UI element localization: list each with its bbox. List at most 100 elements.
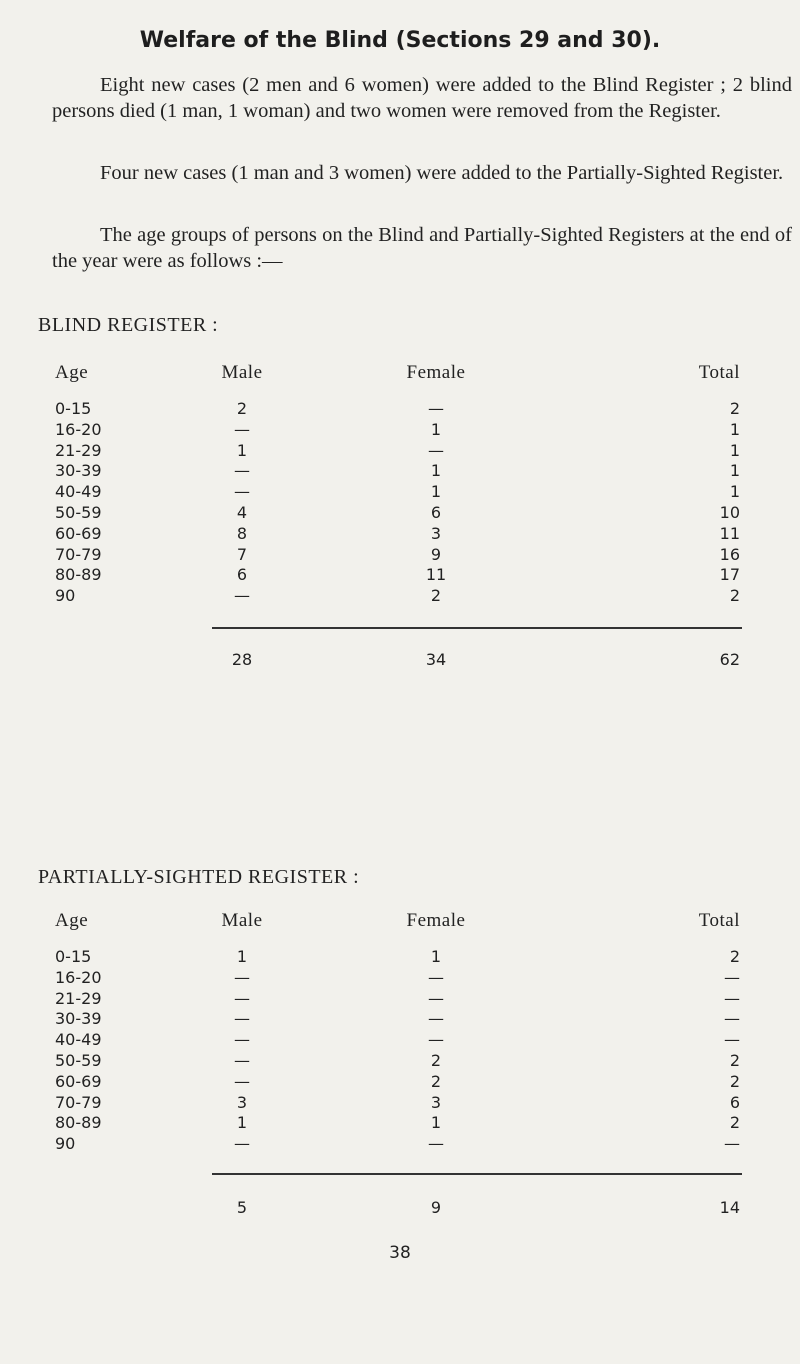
cell-male: — xyxy=(234,419,250,439)
table-row: 30-39 — 1 1 xyxy=(0,461,800,482)
page-title: Welfare of the Blind (Sections 29 and 30… xyxy=(139,28,661,53)
cell-male: — xyxy=(234,586,250,606)
cell-male: — xyxy=(234,461,250,481)
column-header-female: Female xyxy=(406,362,466,383)
cell-age: 30-39 xyxy=(55,461,102,481)
cell-male: — xyxy=(234,1050,250,1070)
table-row: 40-49 — 1 1 xyxy=(0,482,800,503)
cell-total: 2 xyxy=(729,1113,740,1133)
cell-male: 4 xyxy=(236,502,248,522)
cell-total: 2 xyxy=(729,1050,740,1070)
cell-male: 1 xyxy=(236,1113,248,1133)
table-row: 16-20 — — — xyxy=(0,968,800,989)
blind-totals-row: 28 34 62 xyxy=(0,650,800,672)
cell-female: 3 xyxy=(430,1092,442,1112)
cell-female: — xyxy=(428,1134,444,1154)
cell-total: 1 xyxy=(729,419,740,439)
cell-female: — xyxy=(428,1009,444,1029)
cell-total: — xyxy=(724,967,740,987)
blind-register-heading: BLIND REGISTER : xyxy=(38,314,219,336)
column-header-age: Age xyxy=(55,910,89,931)
total-male: 5 xyxy=(236,1198,248,1217)
cell-age: 60-69 xyxy=(55,1071,102,1091)
table-row: 80-89 1 1 2 xyxy=(0,1113,800,1134)
cell-male: — xyxy=(234,482,250,502)
cell-female: 11 xyxy=(425,565,447,585)
cell-total: — xyxy=(724,1030,740,1050)
total-male: 28 xyxy=(231,650,253,669)
cell-age: 0-15 xyxy=(55,399,92,418)
table-row: 70-79 7 9 16 xyxy=(0,545,800,566)
cell-age: 80-89 xyxy=(55,1113,102,1133)
cell-total: 2 xyxy=(729,399,740,418)
table-row: 60-69 — 2 2 xyxy=(0,1072,800,1093)
partial-total-rule xyxy=(212,1173,742,1175)
cell-total: 2 xyxy=(729,586,740,606)
blind-total-rule xyxy=(212,627,742,629)
cell-age: 50-59 xyxy=(55,1050,102,1070)
total-female: 9 xyxy=(430,1198,442,1217)
cell-age: 70-79 xyxy=(55,544,102,564)
table-row: 60-69 8 3 11 xyxy=(0,524,800,545)
cell-total: 2 xyxy=(729,947,740,966)
table-row: 50-59 4 6 10 xyxy=(0,503,800,524)
cell-male: 3 xyxy=(236,1092,248,1112)
cell-male: 8 xyxy=(236,523,248,543)
cell-total: 1 xyxy=(729,461,740,481)
total-total: 14 xyxy=(719,1198,740,1217)
cell-total: — xyxy=(724,1009,740,1029)
table-row: 80-89 6 11 17 xyxy=(0,565,800,586)
partial-totals-row: 5 9 14 xyxy=(0,1198,800,1220)
cell-female: — xyxy=(428,967,444,987)
cell-male: 1 xyxy=(236,947,248,966)
cell-female: 1 xyxy=(430,1113,442,1133)
cell-age: 16-20 xyxy=(55,967,102,987)
cell-age: 21-29 xyxy=(55,988,102,1008)
cell-age: 0-15 xyxy=(55,947,92,966)
cell-total: 11 xyxy=(719,523,740,543)
blind-register-table: Age Male Female Total 0-15 2—2 16-20—1 1 21-29 1—… xyxy=(0,362,800,607)
cell-female: 2 xyxy=(430,1071,442,1091)
cell-age: 70-79 xyxy=(55,1092,102,1112)
cell-male: — xyxy=(234,1009,250,1029)
cell-female: 1 xyxy=(430,419,442,439)
cell-female: — xyxy=(428,988,444,1008)
table-row: 30-39 — — — xyxy=(0,1009,800,1030)
cell-age: 60-69 xyxy=(55,523,102,543)
cell-age: 40-49 xyxy=(55,482,102,502)
column-header-total: Total xyxy=(698,362,740,383)
cell-female: 1 xyxy=(430,947,442,966)
cell-age: 90 xyxy=(55,1134,76,1154)
total-total: 62 xyxy=(719,650,740,669)
cell-total: 16 xyxy=(719,544,740,564)
cell-total: 6 xyxy=(729,1092,740,1112)
cell-female: 2 xyxy=(430,1050,442,1070)
table-row: 21-29 — — — xyxy=(0,989,800,1010)
paragraph-partial-changes: Four new cases (1 man and 3 women) were … xyxy=(100,162,784,184)
cell-female: 1 xyxy=(430,482,442,502)
cell-female: 9 xyxy=(430,544,442,564)
cell-total: — xyxy=(724,988,740,1008)
cell-female: 3 xyxy=(430,523,442,543)
column-header-male: Male xyxy=(221,910,263,931)
table-row: 16-20 — 1 1 xyxy=(0,420,800,441)
column-header-male: Male xyxy=(221,362,263,383)
cell-male: 7 xyxy=(236,544,248,564)
table-row: 90 — 2 2 xyxy=(0,586,800,607)
cell-age: 90 xyxy=(55,586,76,606)
cell-age: 40-49 xyxy=(55,1030,102,1050)
table-row: 21-29 1 — 1 xyxy=(0,441,800,462)
column-header-female: Female xyxy=(406,910,466,931)
table-row: 50-59 — 2 2 xyxy=(0,1051,800,1072)
table-row: 90 — — — xyxy=(0,1134,800,1155)
cell-age: 30-39 xyxy=(55,1009,102,1029)
cell-female: — xyxy=(428,1030,444,1050)
cell-age: 16-20 xyxy=(55,419,102,439)
cell-male: 2 xyxy=(236,399,248,418)
cell-male: — xyxy=(234,988,250,1008)
column-header-age: Age xyxy=(55,362,89,383)
cell-total: 1 xyxy=(729,482,740,502)
cell-female: — xyxy=(428,399,444,418)
partial-register-heading: PARTIALLY-SIGHTED REGISTER : xyxy=(38,866,360,888)
table-header: Age Male Female Total xyxy=(0,910,800,947)
